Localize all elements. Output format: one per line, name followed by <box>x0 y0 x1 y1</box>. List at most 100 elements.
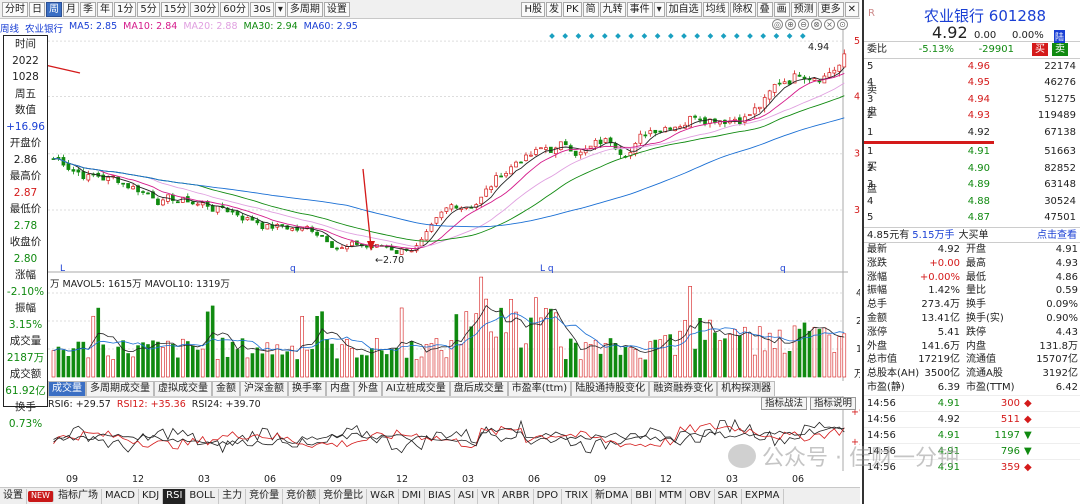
tooltip-value: 61.92亿 <box>5 384 46 397</box>
tool-button[interactable]: 除权 <box>729 1 756 17</box>
bottom-indicator-tab[interactable]: BIAS <box>425 488 456 504</box>
indicator-strategy-button[interactable]: 指标战法 <box>760 397 807 410</box>
tool-button[interactable]: ✕ <box>844 1 859 17</box>
bottom-indicator-tab[interactable]: KDJ <box>139 488 164 504</box>
x-axis-label: 12 <box>132 474 144 485</box>
tool-button[interactable]: ▾ <box>653 1 665 17</box>
bottom-indicator-tab[interactable]: 新DMA <box>592 488 633 504</box>
bottom-indicator-tab[interactable]: SAR <box>715 488 742 504</box>
period-button[interactable]: 60分 <box>220 1 249 17</box>
ratio-label: 委比 <box>867 44 887 55</box>
period-button[interactable]: 30分 <box>190 1 220 17</box>
period-button[interactable]: 日 <box>29 1 45 17</box>
bottom-indicator-tab[interactable]: VR <box>478 488 499 504</box>
indicator-tab[interactable]: 换手率 <box>288 381 326 396</box>
candle-body <box>190 201 195 205</box>
period-button[interactable]: 多周期 <box>286 1 323 17</box>
order-book: 委比 -5.13% -29901 买卖 5 4.96 22174 4 4.95 46276 3 4.9… <box>864 42 1080 243</box>
period-button[interactable]: 5分 <box>137 1 160 17</box>
ask-row[interactable]: 1 4.92 67138 <box>867 126 1076 138</box>
view-link[interactable]: 点击查看 <box>1037 229 1077 241</box>
bottom-indicator-tab[interactable]: BBI <box>632 488 656 504</box>
bottom-indicator-tab[interactable]: 竞价额 <box>283 488 321 504</box>
chart-area[interactable]: 周线 农业银行 MA5: 2.85 MA10: 2.84 MA20: 2.88 MA30:… <box>0 19 860 486</box>
bid-row[interactable]: 5 4.87 47501 <box>867 212 1076 223</box>
tool-button[interactable]: 发 <box>545 1 562 17</box>
period-button[interactable]: 周 <box>46 1 62 17</box>
window-control-icon[interactable]: ◎ <box>772 19 783 30</box>
period-button[interactable]: 季 <box>80 1 96 17</box>
bottom-indicator-tab[interactable]: 指标广场 <box>55 488 102 504</box>
bottom-indicator-tab[interactable]: ASI <box>455 488 479 504</box>
indicator-tab[interactable]: 机构探测器 <box>717 381 776 396</box>
tool-button[interactable]: PK <box>562 1 582 17</box>
period-button[interactable]: ▾ <box>274 1 286 17</box>
bid-row[interactable]: 2 4.90 82852 <box>867 162 1076 174</box>
period-button[interactable]: 分时 <box>2 1 28 17</box>
bid-row[interactable]: 4 4.88 30524 <box>867 195 1076 207</box>
bottom-indicator-tab[interactable]: OBV <box>686 488 715 504</box>
bottom-indicator-tab[interactable]: RSI <box>163 488 187 504</box>
ask-row[interactable]: 3 4.94 51275 <box>867 93 1076 105</box>
indicator-tab[interactable]: 成交量 <box>48 381 86 396</box>
period-button[interactable]: 15分 <box>160 1 190 17</box>
ask-row[interactable]: 2 4.93 119489 <box>867 110 1076 121</box>
bottom-indicator-tab[interactable]: DMI <box>399 488 426 504</box>
bottom-indicator-tab[interactable]: 竞价量比 <box>320 488 368 504</box>
tool-button[interactable]: H股 <box>521 1 545 17</box>
window-control-icon[interactable]: ⊕ <box>785 19 796 30</box>
tool-button[interactable]: 预测 <box>790 1 817 17</box>
bid-row[interactable]: 1 4.91 51663 <box>867 146 1076 157</box>
window-control-icon[interactable]: × <box>824 19 835 30</box>
sell-button[interactable]: 卖 <box>1052 43 1068 56</box>
bottom-indicator-tab[interactable]: TRIX <box>562 488 593 504</box>
indicator-tab[interactable]: 外盘 <box>354 381 382 396</box>
tool-button[interactable]: 画 <box>773 1 790 17</box>
tool-button[interactable]: 加自选 <box>665 1 702 17</box>
indicator-tab[interactable]: 市盈率(ttm) <box>507 381 572 396</box>
bottom-indicator-tab[interactable]: 竞价量 <box>246 488 284 504</box>
volume-bar <box>678 330 682 378</box>
bottom-indicator-tab[interactable]: NEW <box>28 490 54 502</box>
indicator-tab[interactable]: 内盘 <box>326 381 354 396</box>
period-button[interactable]: 月 <box>63 1 79 17</box>
indicator-tab[interactable]: AI立桩成交量 <box>382 381 450 396</box>
period-button[interactable]: 1分 <box>114 1 137 17</box>
ask-row[interactable]: 5 4.96 22174 <box>867 60 1076 72</box>
bottom-indicator-tab[interactable]: 设置 <box>0 488 27 504</box>
bottom-indicator-tab[interactable]: MACD <box>102 488 139 504</box>
tool-button[interactable]: 均线 <box>702 1 729 17</box>
bottom-indicator-tab[interactable]: 主力 <box>219 488 247 504</box>
period-button[interactable]: 设置 <box>323 1 350 17</box>
indicator-tab[interactable]: 多周期成交量 <box>86 381 154 396</box>
bottom-indicator-tab[interactable]: ARBR <box>499 488 534 504</box>
kline-chart[interactable]: 5.06 4.45 3.82 3.20 4.94 ←2.70 Lq L q q 万 MAVOL5:… <box>0 19 860 486</box>
indicator-tab[interactable]: 陆股通持股变化 <box>571 381 650 396</box>
tool-button[interactable]: 九转 <box>599 1 626 17</box>
ask-row[interactable]: 4 4.95 46276 <box>867 77 1076 88</box>
bid-row[interactable]: 3 4.89 63148 <box>867 179 1076 190</box>
bottom-indicator-tab[interactable]: W&R <box>367 488 399 504</box>
buy-button[interactable]: 买 <box>1032 43 1048 56</box>
period-button[interactable]: 年 <box>97 1 113 17</box>
bottom-indicator-tab[interactable]: DPO <box>534 488 563 504</box>
indicator-tab[interactable]: 虚拟成交量 <box>154 381 212 396</box>
signal-marker <box>667 33 674 39</box>
period-button[interactable]: 30s <box>249 1 274 17</box>
tool-button[interactable]: 更多 <box>817 1 844 17</box>
bottom-indicator-tab[interactable]: MTM <box>656 488 687 504</box>
window-control-icon[interactable]: ⊙ <box>837 19 848 30</box>
indicator-tab[interactable]: 金额 <box>212 381 240 396</box>
indicator-tab[interactable]: 盘后成交量 <box>449 381 508 396</box>
tool-button[interactable]: 简 <box>582 1 599 17</box>
bottom-indicator-tab[interactable]: BOLL <box>186 488 220 504</box>
window-control-icon[interactable]: ⊗ <box>811 19 822 30</box>
volume-bar <box>743 326 747 378</box>
indicator-tab[interactable]: 融资融券变化 <box>649 381 718 396</box>
indicator-help-button[interactable]: 指标说明 <box>809 397 856 410</box>
tool-button[interactable]: 事件 <box>626 1 653 17</box>
tool-button[interactable]: 叠 <box>756 1 773 17</box>
bottom-indicator-tab[interactable]: EXPMA <box>742 488 784 504</box>
indicator-tab[interactable]: 沪深金额 <box>240 381 288 396</box>
window-control-icon[interactable]: ⊖ <box>798 19 809 30</box>
